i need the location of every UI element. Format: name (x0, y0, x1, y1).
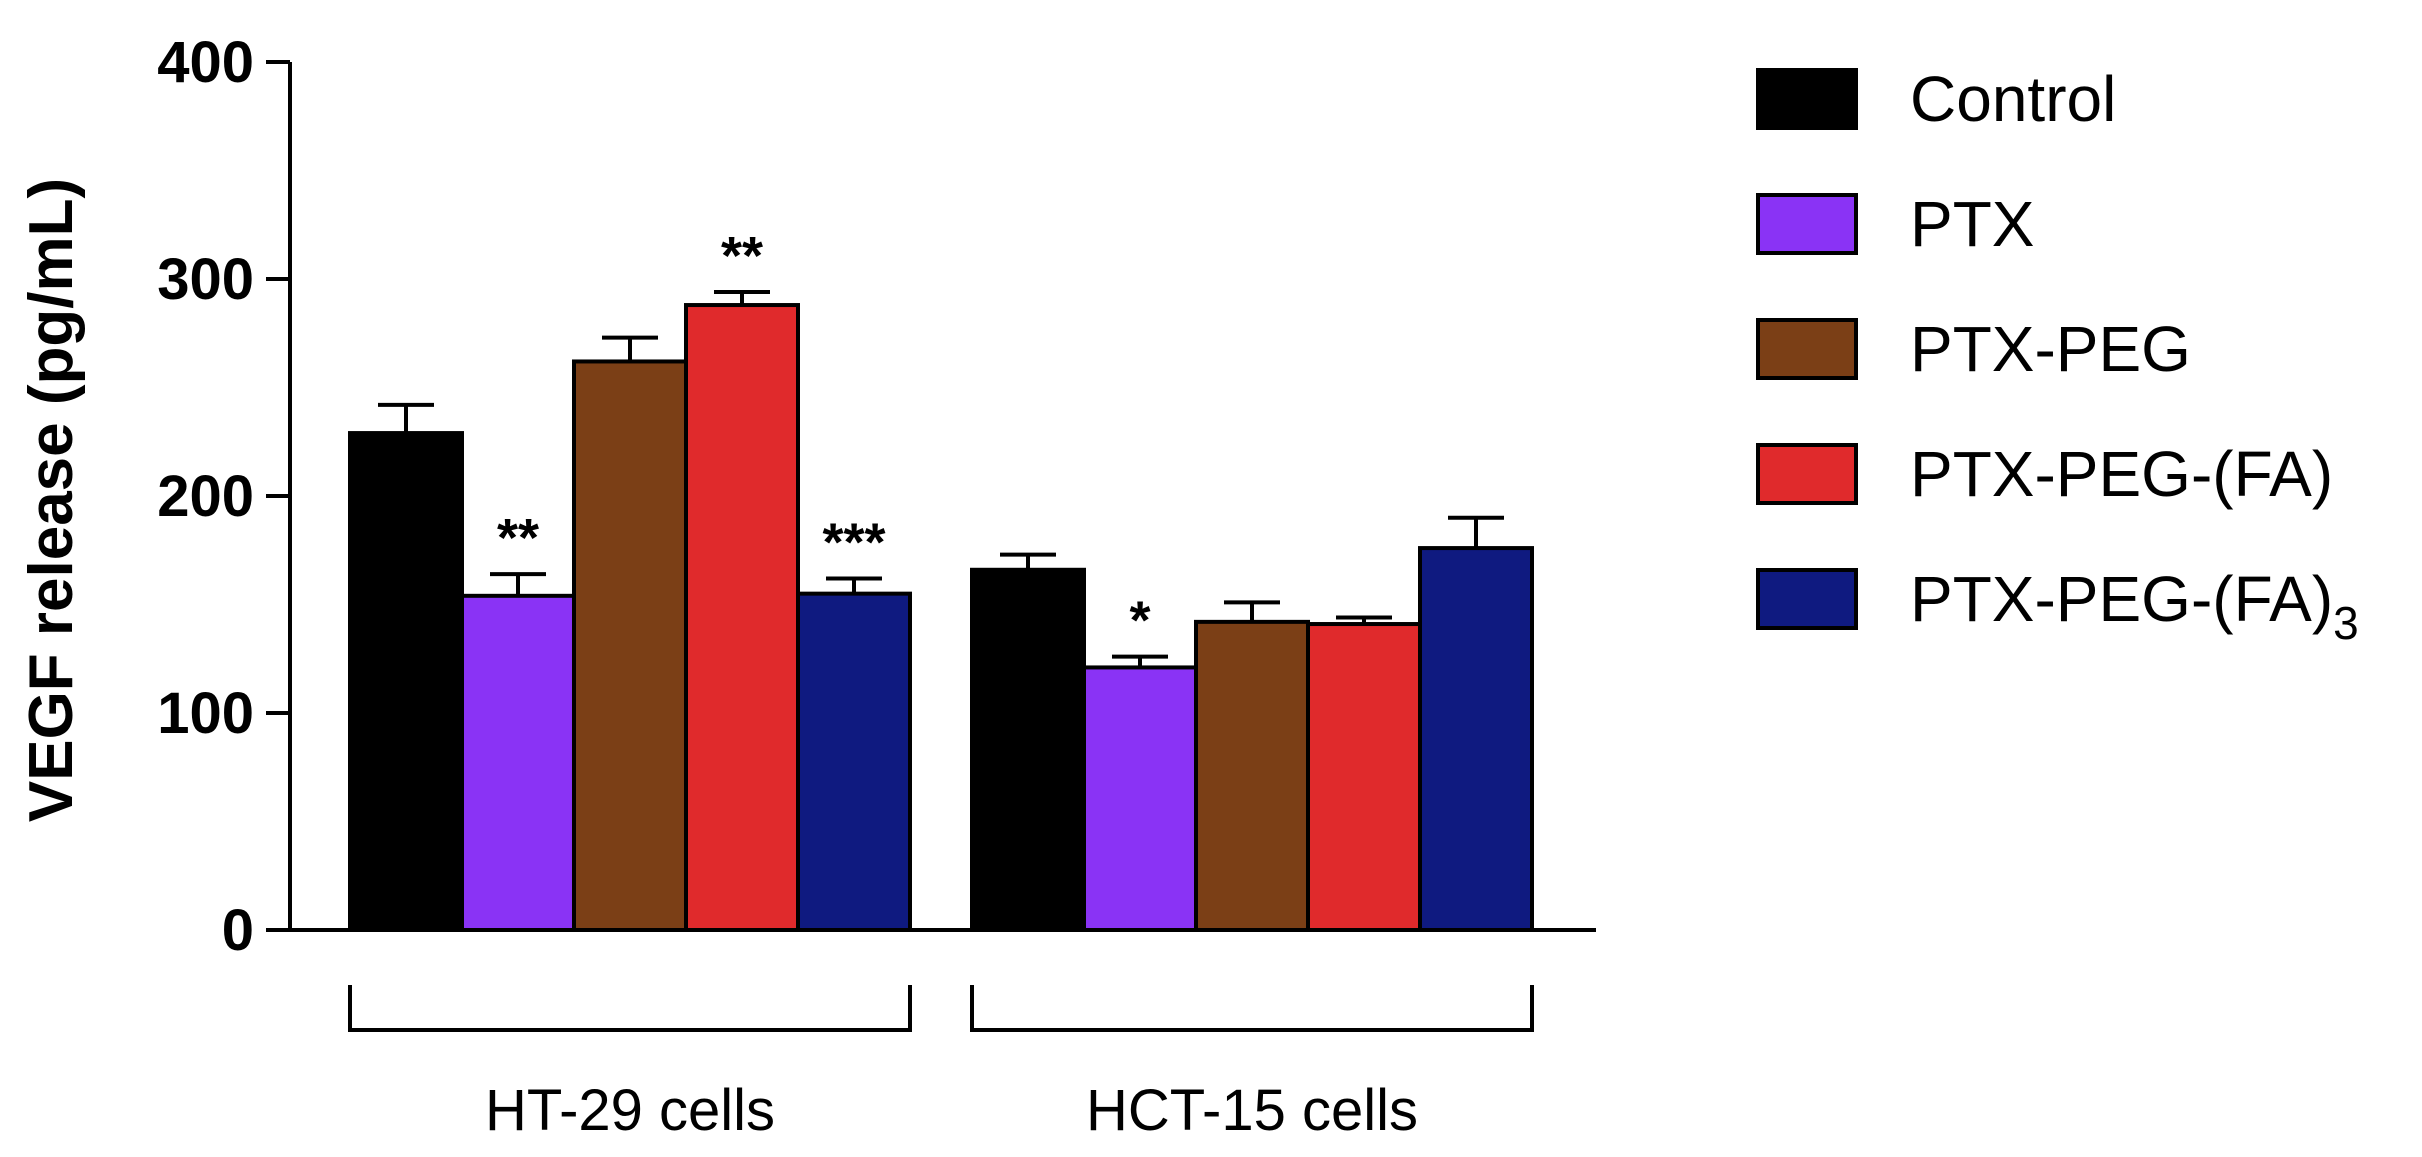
legend-swatch (1756, 443, 1858, 505)
legend: Control PTX PTX-PEG PTX-PEG-(FA) PTX-PEG-(FA… (1756, 63, 2359, 649)
y-axis: 0 100 200 300 400 (157, 30, 292, 963)
group-bracket (970, 985, 1534, 1032)
bar-ptx-peg-fa--hct-15 (1306, 622, 1422, 933)
group-label: HCT-15 cells (1086, 1078, 1418, 1143)
y-tick-label: 400 (157, 30, 254, 95)
group-bracket (348, 985, 912, 1032)
bars: ******** (348, 226, 1534, 933)
bar-control-ht-29 (348, 431, 464, 932)
legend-label: PTX-PEG-(FA) (1910, 438, 2333, 510)
x-axis: HT-29 cells HCT-15 cells (290, 928, 1596, 1143)
error-bar (826, 576, 882, 594)
y-tick-label: 0 (222, 898, 254, 963)
significance-label: *** (822, 512, 885, 572)
error-bar (602, 335, 658, 362)
error-bar (1000, 552, 1056, 570)
y-tick-label: 100 (157, 681, 254, 746)
significance-label: * (1129, 591, 1150, 651)
legend-swatch (1756, 568, 1858, 630)
legend-label: PTX-PEG-(FA)3 (1910, 563, 2359, 649)
error-bar (1224, 600, 1280, 622)
legend-swatch (1756, 318, 1858, 380)
y-tick-label: 300 (157, 247, 254, 312)
significance-label: ** (497, 508, 539, 568)
bar-ptx-peg-fa-3-hct-15 (1418, 546, 1534, 933)
bar-ptx-peg-hct-15 (1194, 619, 1310, 932)
bar-control-hct-15 (970, 567, 1086, 933)
bar-ptx-ht-29 (460, 593, 576, 932)
legend-swatch (1756, 193, 1858, 255)
error-bar (378, 402, 434, 434)
significance-label: ** (721, 226, 763, 286)
legend-label: PTX-PEG (1910, 313, 2191, 385)
error-bar (714, 290, 770, 306)
bar-ptx-peg-ht-29 (572, 359, 688, 932)
bar-ptx-hct-15 (1082, 665, 1198, 932)
y-tick-label: 200 (157, 464, 254, 529)
group-label: HT-29 cells (485, 1078, 775, 1143)
error-bar (490, 572, 546, 596)
legend-subscript: 3 (2333, 597, 2359, 649)
legend-label: Control (1910, 63, 2116, 135)
legend-swatch (1756, 68, 1858, 130)
y-axis-title: VEGF release (pg/mL) (17, 178, 86, 822)
bar-ptx-peg-fa--ht-29 (684, 303, 800, 933)
error-bar (1448, 515, 1504, 549)
error-bar (1112, 654, 1168, 668)
bar-ptx-peg-fa-3-ht-29 (796, 591, 912, 933)
error-bar (1336, 615, 1392, 625)
legend-label: PTX (1910, 188, 2034, 260)
